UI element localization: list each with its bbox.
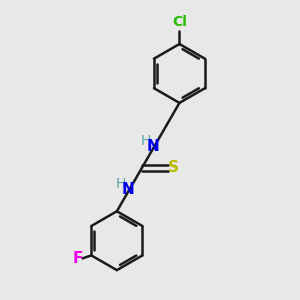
Text: N: N (147, 139, 159, 154)
Text: H: H (141, 134, 152, 148)
Text: F: F (73, 251, 83, 266)
Text: S: S (168, 160, 179, 175)
Text: Cl: Cl (172, 15, 187, 29)
Text: N: N (122, 182, 134, 197)
Text: H: H (116, 177, 126, 191)
